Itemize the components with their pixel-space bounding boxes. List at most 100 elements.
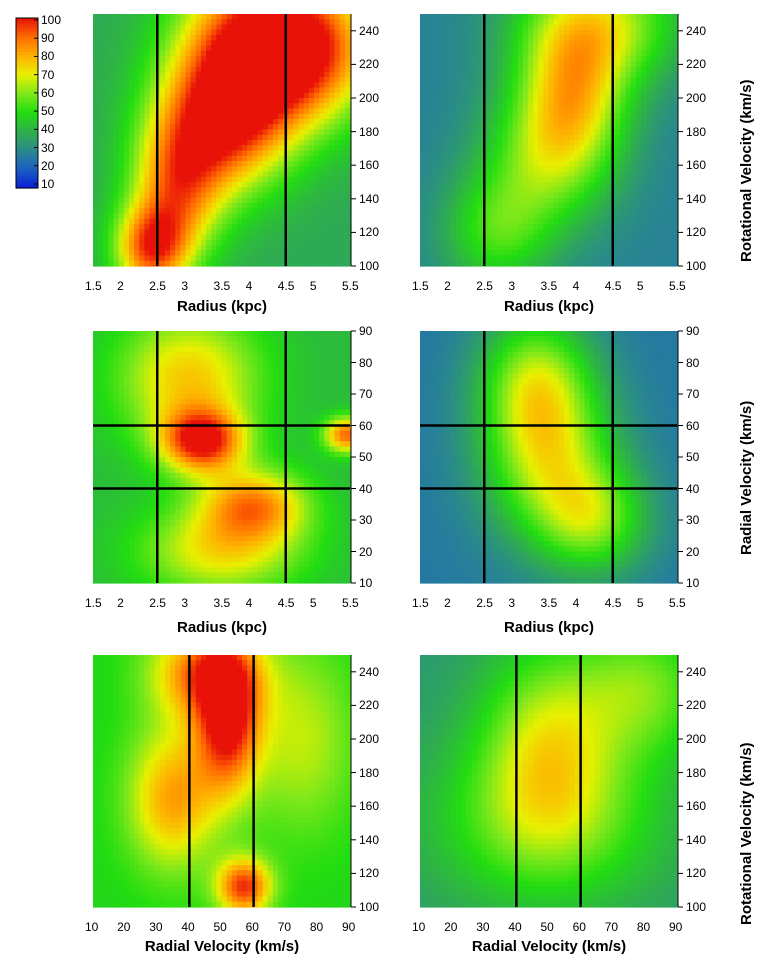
heatmap-cell [569, 98, 575, 104]
heatmap-cell [522, 108, 529, 115]
heatmap-cell [267, 213, 274, 220]
heatmap-cell [558, 134, 565, 141]
heatmap-cell [594, 24, 601, 31]
heatmap-cell [646, 192, 652, 199]
heatmap-cell [461, 161, 467, 167]
heatmap-cell [512, 192, 519, 199]
heatmap-cell [308, 331, 315, 337]
heatmap-cell [314, 331, 320, 337]
heatmap-cell [563, 234, 570, 241]
heatmap-cell [231, 250, 238, 257]
heatmap-cell [522, 50, 529, 57]
heatmap-cell [185, 234, 192, 241]
heatmap-cell [527, 98, 534, 104]
heatmap-cell [185, 192, 192, 199]
heatmap-cell [646, 24, 652, 31]
heatmap-cell [226, 56, 233, 62]
heatmap-cell [164, 66, 171, 73]
heatmap-cell [533, 171, 539, 178]
heatmap-cell [319, 40, 325, 47]
heatmap-cell [440, 229, 447, 236]
heatmap-cell [128, 250, 135, 257]
heatmap-cell [314, 40, 320, 47]
heatmap-cell [278, 234, 284, 241]
heatmap-cell [257, 260, 264, 267]
heatmap-cell [93, 71, 99, 78]
heatmap-cell [450, 218, 457, 225]
heatmap-cell [344, 187, 351, 194]
heatmap-cell [226, 229, 233, 236]
heatmap-cell [103, 218, 110, 225]
heatmap-cell [455, 161, 462, 167]
heatmap-cell [435, 161, 442, 167]
heatmap-cell [134, 14, 140, 20]
heatmap-cell [93, 166, 99, 173]
heatmap-cell [288, 71, 295, 78]
heatmap-cell [221, 45, 228, 52]
heatmap-cell [445, 56, 452, 62]
heatmap-cell [666, 203, 673, 209]
heatmap-cell [113, 218, 120, 225]
heatmap-cell [461, 234, 467, 241]
heatmap-cell [569, 234, 575, 241]
heatmap-cell [123, 87, 130, 94]
heatmap-cell [128, 124, 135, 131]
heatmap-cell [216, 208, 223, 215]
heatmap-cell [430, 92, 437, 99]
heatmap-cell [344, 229, 351, 236]
heatmap-cell [563, 119, 570, 125]
heatmap-cell [123, 77, 130, 83]
heatmap-cell [491, 155, 498, 162]
heatmap-cell [221, 197, 228, 204]
heatmap-cell [450, 77, 457, 83]
heatmap-cell [502, 108, 508, 115]
heatmap-cell [93, 155, 99, 162]
heatmap-cell [666, 92, 673, 99]
heatmap-cell [466, 255, 472, 262]
heatmap-cell [149, 155, 156, 162]
heatmap-cell [666, 140, 673, 146]
heatmap-cell [272, 108, 279, 115]
heatmap-cell [159, 239, 166, 246]
heatmap-cell [502, 140, 508, 146]
heatmap-cell [502, 40, 508, 47]
heatmap-cell [512, 218, 519, 225]
heatmap-cell [435, 40, 442, 47]
heatmap-cell [308, 155, 315, 162]
heatmap-cell [334, 92, 341, 99]
heatmap-cell [594, 161, 601, 167]
heatmap-cell [231, 50, 238, 57]
heatmap-cell [144, 40, 151, 47]
heatmap-cell [149, 71, 156, 78]
heatmap-cell [615, 255, 622, 262]
heatmap-cell [620, 50, 627, 57]
heatmap-cell [288, 218, 295, 225]
heatmap-cell [584, 66, 591, 73]
heatmap-cell [226, 35, 233, 41]
heatmap-cell [303, 113, 310, 120]
heatmap-cell [93, 224, 99, 230]
heatmap-cell [461, 119, 467, 125]
heatmap-cell [278, 331, 284, 337]
heatmap-cell [144, 14, 151, 20]
heatmap-cell [450, 134, 457, 141]
heatmap-cell [491, 197, 498, 204]
heatmap-cell [211, 82, 217, 89]
heatmap-cell [486, 40, 493, 47]
heatmap-cell [584, 119, 591, 125]
heatmap-cell [164, 108, 171, 115]
heatmap-cell [252, 66, 259, 73]
heatmap-cell [108, 29, 115, 36]
heatmap-cell [118, 192, 125, 199]
heatmap-cell [221, 103, 228, 110]
colorbar-cell [16, 162, 38, 166]
heatmap-cell [533, 203, 539, 209]
heatmap-cell [574, 71, 580, 78]
heatmap-cell [200, 155, 207, 162]
heatmap-cell [139, 29, 145, 36]
heatmap-cell [134, 82, 140, 89]
heatmap-cell [522, 124, 529, 131]
heatmap-cell [466, 129, 472, 136]
heatmap-cell [420, 103, 426, 110]
heatmap-cell [466, 92, 472, 99]
